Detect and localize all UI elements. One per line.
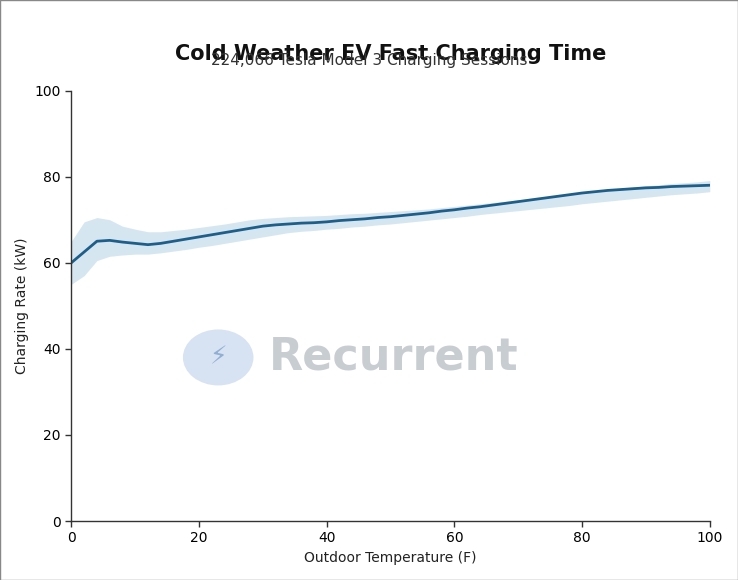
Text: ⚡: ⚡ (210, 346, 227, 369)
Ellipse shape (183, 329, 253, 386)
Text: 224,066 Tesla Model 3 Charging Sessions: 224,066 Tesla Model 3 Charging Sessions (211, 53, 527, 68)
X-axis label: Outdoor Temperature (F): Outdoor Temperature (F) (304, 551, 477, 565)
Y-axis label: Charging Rate (kW): Charging Rate (kW) (15, 238, 29, 374)
Title: Cold Weather EV Fast Charging Time: Cold Weather EV Fast Charging Time (175, 44, 607, 64)
Text: Recurrent: Recurrent (269, 336, 519, 379)
